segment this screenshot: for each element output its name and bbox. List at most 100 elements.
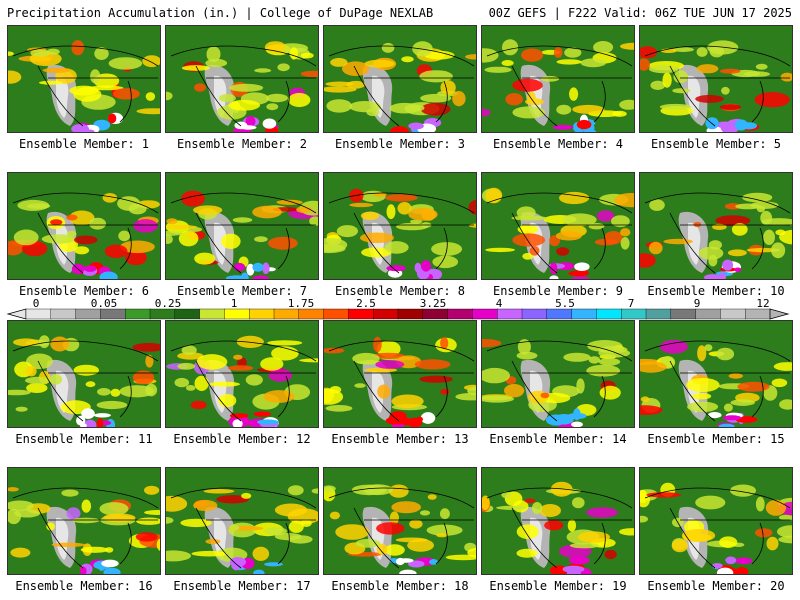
ensemble-member-label: Ensemble Member: 20 bbox=[647, 579, 785, 593]
ensemble-member-panel: Ensemble Member: 3 bbox=[323, 25, 477, 151]
colorbar-swatch bbox=[124, 308, 151, 320]
ensemble-member-panel: Ensemble Member: 20 bbox=[639, 467, 793, 593]
colorbar-swatch bbox=[248, 308, 275, 320]
colorbar-swatch bbox=[720, 308, 746, 320]
ensemble-member-panel: Ensemble Member: 15 bbox=[639, 320, 793, 446]
ensemble-member-panel: Ensemble Member: 4 bbox=[481, 25, 635, 151]
colorbar-tick-label: 12 bbox=[756, 297, 770, 310]
colorbar-swatch bbox=[174, 308, 201, 320]
ensemble-member-panel: Ensemble Member: 5 bbox=[639, 25, 793, 151]
colorbar-swatch bbox=[695, 308, 722, 320]
ensemble-member-label: Ensemble Member: 7 bbox=[176, 284, 308, 298]
colorbar-tick-label: 4 bbox=[495, 297, 503, 310]
precip-map bbox=[7, 320, 161, 428]
precip-map bbox=[7, 25, 161, 133]
precip-map bbox=[639, 172, 793, 280]
precip-map bbox=[481, 172, 635, 280]
precip-map bbox=[7, 467, 161, 575]
colorbar-swatch bbox=[571, 308, 598, 320]
colorbar-swatch bbox=[149, 308, 176, 320]
colorbar-swatch bbox=[298, 308, 325, 320]
colorbar-swatch bbox=[472, 308, 498, 320]
precip-map bbox=[165, 172, 319, 280]
ensemble-member-panel: Ensemble Member: 13 bbox=[323, 320, 477, 446]
colorbar-swatch bbox=[546, 308, 573, 320]
ensemble-member-label: Ensemble Member: 11 bbox=[15, 432, 153, 446]
ensemble-member-label: Ensemble Member: 9 bbox=[492, 284, 624, 298]
ensemble-member-panel: Ensemble Member: 17 bbox=[165, 467, 319, 593]
valid-time-label: 00Z GEFS | F222 Valid: 06Z TUE JUN 17 20… bbox=[488, 6, 792, 20]
ensemble-member-label: Ensemble Member: 18 bbox=[331, 579, 469, 593]
precip-map bbox=[323, 25, 477, 133]
precip-map bbox=[639, 320, 793, 428]
colorbar-swatch bbox=[621, 308, 647, 320]
precip-map bbox=[639, 25, 793, 133]
ensemble-member-label: Ensemble Member: 1 bbox=[18, 137, 150, 151]
ensemble-member-panel: Ensemble Member: 12 bbox=[165, 320, 319, 446]
ensemble-member-label: Ensemble Member: 4 bbox=[492, 137, 624, 151]
precip-map bbox=[481, 25, 635, 133]
ensemble-member-label: Ensemble Member: 6 bbox=[18, 284, 150, 298]
ensemble-member-panel: Ensemble Member: 6 bbox=[7, 172, 161, 298]
colorbar-swatch bbox=[422, 308, 449, 320]
ensemble-member-label: Ensemble Member: 15 bbox=[647, 432, 785, 446]
precip-map bbox=[481, 467, 635, 575]
colorbar-swatch bbox=[273, 308, 300, 320]
precip-map bbox=[165, 467, 319, 575]
colorbar-swatch bbox=[373, 308, 399, 320]
precip-map bbox=[323, 467, 477, 575]
precip-map bbox=[165, 25, 319, 133]
colorbar-swatch bbox=[521, 308, 548, 320]
colorbar-swatches bbox=[6, 308, 790, 320]
colorbar-swatch bbox=[670, 308, 697, 320]
ensemble-member-label: Ensemble Member: 10 bbox=[647, 284, 785, 298]
precip-map bbox=[7, 172, 161, 280]
precip-map bbox=[323, 172, 477, 280]
colorbar-swatch bbox=[397, 308, 424, 320]
precip-map bbox=[481, 320, 635, 428]
ensemble-member-label: Ensemble Member: 13 bbox=[331, 432, 469, 446]
ensemble-member-label: Ensemble Member: 12 bbox=[173, 432, 311, 446]
precip-map bbox=[165, 320, 319, 428]
precip-map bbox=[639, 467, 793, 575]
colorbar-swatch bbox=[100, 308, 126, 320]
ensemble-member-label: Ensemble Member: 5 bbox=[650, 137, 782, 151]
colorbar-swatch bbox=[25, 308, 52, 320]
ensemble-member-panel: Ensemble Member: 16 bbox=[7, 467, 161, 593]
ensemble-member-panel: Ensemble Member: 11 bbox=[7, 320, 161, 446]
ensemble-member-label: Ensemble Member: 17 bbox=[173, 579, 311, 593]
ensemble-member-panel: Ensemble Member: 18 bbox=[323, 467, 477, 593]
ensemble-member-panel: Ensemble Member: 2 bbox=[165, 25, 319, 151]
colorbar-swatch bbox=[497, 308, 523, 320]
colorbar-swatch bbox=[447, 308, 474, 320]
colorbar-swatch bbox=[224, 308, 250, 320]
colorbar-swatch bbox=[645, 308, 672, 320]
precip-map bbox=[323, 320, 477, 428]
colorbar-swatch bbox=[348, 308, 374, 320]
ensemble-member-label: Ensemble Member: 14 bbox=[489, 432, 627, 446]
ensemble-member-panel: Ensemble Member: 8 bbox=[323, 172, 477, 298]
ensemble-member-panel: Ensemble Member: 9 bbox=[481, 172, 635, 298]
colorbar-tick-label: 0.05 bbox=[90, 297, 118, 310]
colorbar-tick-label: 1.75 bbox=[287, 297, 315, 310]
colorbar-min-arrow bbox=[6, 308, 27, 320]
ensemble-member-panel: Ensemble Member: 14 bbox=[481, 320, 635, 446]
colorbar-max-arrow bbox=[769, 308, 790, 320]
ensemble-member-panel: Ensemble Member: 7 bbox=[165, 172, 319, 298]
ensemble-member-panel: Ensemble Member: 10 bbox=[639, 172, 793, 298]
ensemble-member-label: Ensemble Member: 19 bbox=[489, 579, 627, 593]
colorbar-swatch bbox=[50, 308, 77, 320]
colorbar-swatch bbox=[323, 308, 350, 320]
ensemble-member-label: Ensemble Member: 2 bbox=[176, 137, 308, 151]
colorbar-tick-label: 5.5 bbox=[555, 297, 575, 310]
ensemble-member-panel: Ensemble Member: 1 bbox=[7, 25, 161, 151]
colorbar-tick-label: 3.25 bbox=[419, 297, 447, 310]
ensemble-member-panel: Ensemble Member: 19 bbox=[481, 467, 635, 593]
ensemble-member-label: Ensemble Member: 8 bbox=[334, 284, 466, 298]
map-title: Precipitation Accumulation (in.) | Colle… bbox=[7, 6, 434, 20]
colorbar-swatch bbox=[199, 308, 226, 320]
colorbar-tick-label: 0 bbox=[32, 297, 40, 310]
colorbar-tick-label: 7 bbox=[627, 297, 635, 310]
ensemble-member-label: Ensemble Member: 3 bbox=[334, 137, 466, 151]
colorbar-tick-label: 9 bbox=[693, 297, 701, 310]
